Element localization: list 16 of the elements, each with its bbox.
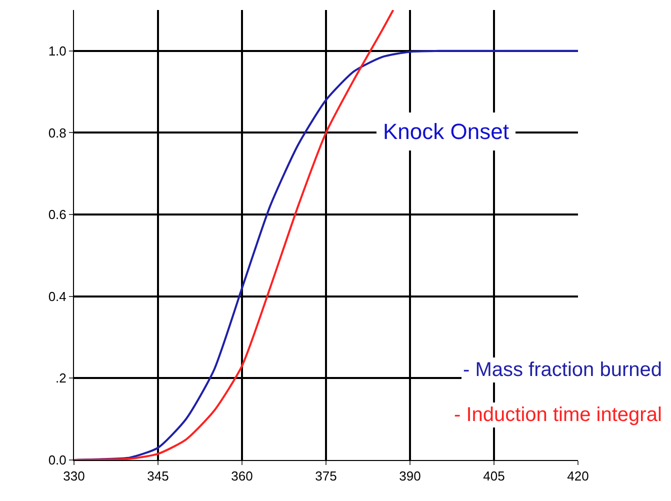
x-tick-label: 390: [399, 468, 421, 484]
x-tick-label: 405: [483, 468, 505, 484]
x-tick-label: 375: [315, 468, 337, 484]
x-tick-label: 420: [567, 468, 589, 484]
y-tick-label: 1.0: [48, 43, 66, 58]
y-tick-label: 0.0: [48, 452, 66, 468]
y-tick-label: 0.4: [48, 288, 66, 304]
x-tick-label: 330: [63, 468, 85, 484]
y-tick-label: .2: [56, 370, 66, 386]
text: - Induction time integral: [454, 404, 662, 426]
annotation: Knock Onset: [383, 119, 509, 144]
y-tick-label: 0.8: [48, 125, 66, 140]
x-tick-label: 345: [147, 468, 169, 484]
x-tick-label: 360: [231, 468, 253, 484]
text: - Mass fraction burned: [463, 359, 662, 381]
y-tick-label: 0.6: [48, 207, 66, 222]
